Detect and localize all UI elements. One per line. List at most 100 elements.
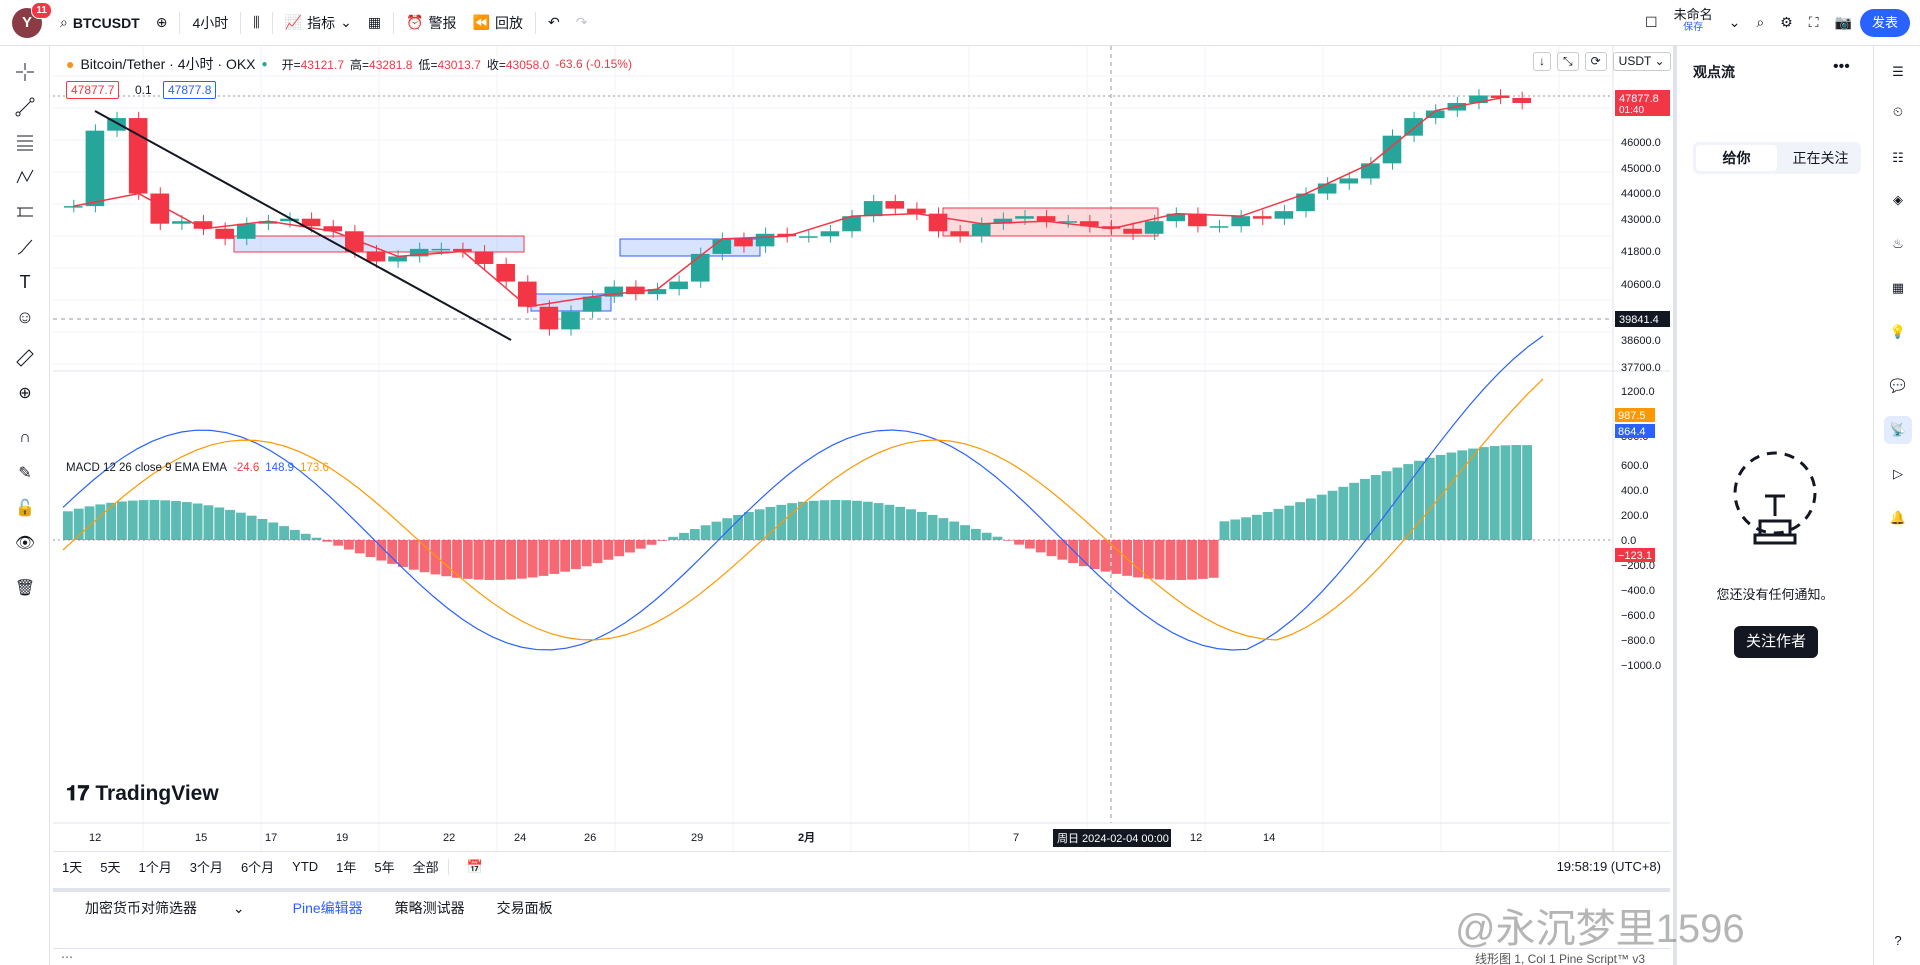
indicators-button[interactable]: 📈 指标 ⌄ (277, 8, 360, 38)
brush-tool[interactable] (11, 233, 39, 261)
macd-histogram-bar (538, 540, 549, 576)
notifications-button[interactable]: 🔔 (1884, 504, 1912, 532)
hide-tool[interactable]: 👁 (11, 529, 39, 557)
currency-selector[interactable]: USDT ⌄ (1612, 52, 1671, 71)
data-window-button[interactable]: ☷ (1884, 144, 1912, 172)
zoom-tool[interactable]: ⊕ (11, 379, 39, 407)
hotlists-button[interactable]: ♨ (1884, 230, 1912, 258)
tab-strategy-tester[interactable]: 策略测试器 (394, 900, 465, 916)
layout-toggle[interactable]: ☐ (1637, 8, 1666, 38)
avatar-letter: Y (21, 14, 32, 31)
chevron-down-icon: ⌄ (340, 14, 352, 30)
drawing-toolbar: T ☺ ⊕ ∩ ✎ 🔓 👁 🗑 (0, 46, 50, 965)
range-6m[interactable]: 6个月 (240, 860, 275, 875)
collapse-button[interactable]: ⤡ (1557, 52, 1579, 71)
publish-button[interactable]: 发表 (1859, 8, 1910, 37)
status-text: 线形图 1, Col 1 Pine Script™ v3 (1474, 952, 1645, 965)
emoji-tool[interactable]: ☺ (11, 303, 39, 331)
ideas-stream-button[interactable]: 📡 (1884, 416, 1912, 444)
macd-histogram-bar (1414, 460, 1424, 540)
range-1y[interactable]: 1年 (336, 860, 357, 875)
range-ytd[interactable]: YTD (292, 859, 319, 874)
chart-canvas[interactable]: 46000.0 45000.0 44000.0 43000.0 41800.0 40600… (53, 46, 1670, 851)
stay-drawing-tool[interactable]: ✎ (11, 459, 39, 487)
projection-tool[interactable] (11, 198, 39, 226)
chevron-down-icon: ⌄ (1728, 14, 1741, 30)
lock-tool[interactable]: 🔓 (11, 494, 39, 522)
object-tree-button[interactable]: ◈ (1884, 186, 1912, 214)
symbol-search[interactable]: ⌕ BTCUSDT (52, 8, 148, 38)
range-5y[interactable]: 5年 (374, 860, 395, 875)
templates-button[interactable]: ▦ (360, 8, 389, 38)
macd-histogram-bar (700, 525, 711, 540)
macd-histogram-bar (1424, 457, 1435, 540)
text-tool[interactable]: T (11, 268, 39, 296)
fullscreen-button[interactable]: ⛶ (1801, 8, 1827, 38)
crosshair-tool[interactable] (11, 58, 39, 86)
clock[interactable]: 19:58:19 (UTC+8) (1556, 859, 1661, 874)
magnet-tool[interactable]: ∩ (11, 424, 39, 452)
macd-histogram-bar (1262, 511, 1273, 540)
buy-button[interactable]: 47877.8 (163, 81, 217, 99)
goto-date-button[interactable]: 📅 (447, 858, 501, 875)
candle-body (755, 233, 775, 247)
macd-histogram-bar (1338, 486, 1349, 540)
refresh-button[interactable]: ⟳ (1584, 52, 1607, 71)
price-tick: 46000.0 (1621, 137, 1661, 149)
delete-tool[interactable]: 🗑 (11, 574, 39, 602)
tab-trading-panel[interactable]: 交易面板 (496, 900, 553, 916)
settings-button[interactable]: ⚙ (1772, 8, 1801, 38)
scroll-down-button[interactable]: ↓ (1533, 52, 1551, 71)
tab-pine-editor[interactable]: Pine编辑器 (292, 900, 363, 916)
pattern-tool[interactable] (11, 163, 39, 191)
follow-author-button[interactable]: 关注作者 (1734, 626, 1819, 658)
layout-name[interactable]: 未命名 保存 (1666, 8, 1721, 38)
macd-histogram-bar (192, 503, 203, 540)
text-icon: T (19, 271, 31, 292)
measure-tool[interactable] (11, 344, 39, 372)
ideas-button[interactable]: 💡 (1884, 318, 1912, 346)
panel-menu-button[interactable]: ••• (1833, 58, 1850, 76)
chart-type-button[interactable]: ⫼ (245, 8, 267, 38)
sell-button[interactable]: 47877.7 (66, 81, 120, 99)
range-all[interactable]: 全部 (412, 860, 439, 875)
chart-controls: ↓ ⤡ ⟳ USDT ⌄ (1533, 52, 1671, 71)
range-3m[interactable]: 3个月 (189, 860, 223, 875)
alert-button[interactable]: ⏰ 警报 (398, 8, 464, 38)
help-button[interactable]: ? (1884, 926, 1912, 954)
watermark-text: @永沉梦里1596 (1455, 907, 1745, 951)
calendar-button[interactable]: ▦ (1884, 274, 1912, 302)
last-price-badge (1615, 90, 1670, 116)
quick-search-button[interactable]: ⌕ (1748, 8, 1772, 38)
fib-tool[interactable] (11, 128, 39, 156)
range-5d[interactable]: 5天 (100, 860, 121, 875)
tab-for-you[interactable]: 给你 (1696, 145, 1777, 171)
redo-button[interactable]: ↷ (568, 8, 596, 38)
compare-button[interactable]: ⊕ (148, 8, 176, 38)
candles-icon: ⫼ (253, 14, 260, 30)
chat-button[interactable]: 💬 (1884, 372, 1912, 400)
macd-histogram-bar (289, 529, 300, 540)
tab-crypto-screener[interactable]: 加密货币对筛选器 ⌄ (53, 898, 277, 918)
candle-body (150, 193, 170, 224)
divider (240, 11, 242, 34)
candle-body (1339, 178, 1359, 184)
tab-following[interactable]: 正在关注 (1792, 150, 1849, 166)
layout-menu[interactable]: ⌄ (1721, 8, 1749, 38)
alerts-button[interactable]: ⏲ (1884, 98, 1912, 126)
range-1d[interactable]: 1天 (62, 860, 83, 875)
panel-menu-icon[interactable]: ⋯ (61, 950, 73, 964)
undo-button[interactable]: ↶ (540, 8, 568, 38)
candle-body (193, 221, 213, 229)
interval-button[interactable]: 4小时 (192, 14, 229, 31)
snapshot-button[interactable]: 📷 (1827, 8, 1860, 38)
streams-button[interactable]: ▷ (1884, 460, 1912, 488)
trendline-tool[interactable] (11, 93, 39, 121)
chart-area[interactable]: 46000.0 45000.0 44000.0 43000.0 41800.0 40600… (53, 46, 1670, 883)
macd-histogram-bar (960, 525, 970, 540)
crosshair-date-badge (1053, 829, 1171, 847)
range-1m[interactable]: 1个月 (138, 860, 172, 875)
replay-button[interactable]: ⏪ 回放 (465, 8, 531, 38)
watchlist-button[interactable]: ☰ (1884, 58, 1912, 86)
user-avatar[interactable]: Y 11 (12, 1, 52, 38)
